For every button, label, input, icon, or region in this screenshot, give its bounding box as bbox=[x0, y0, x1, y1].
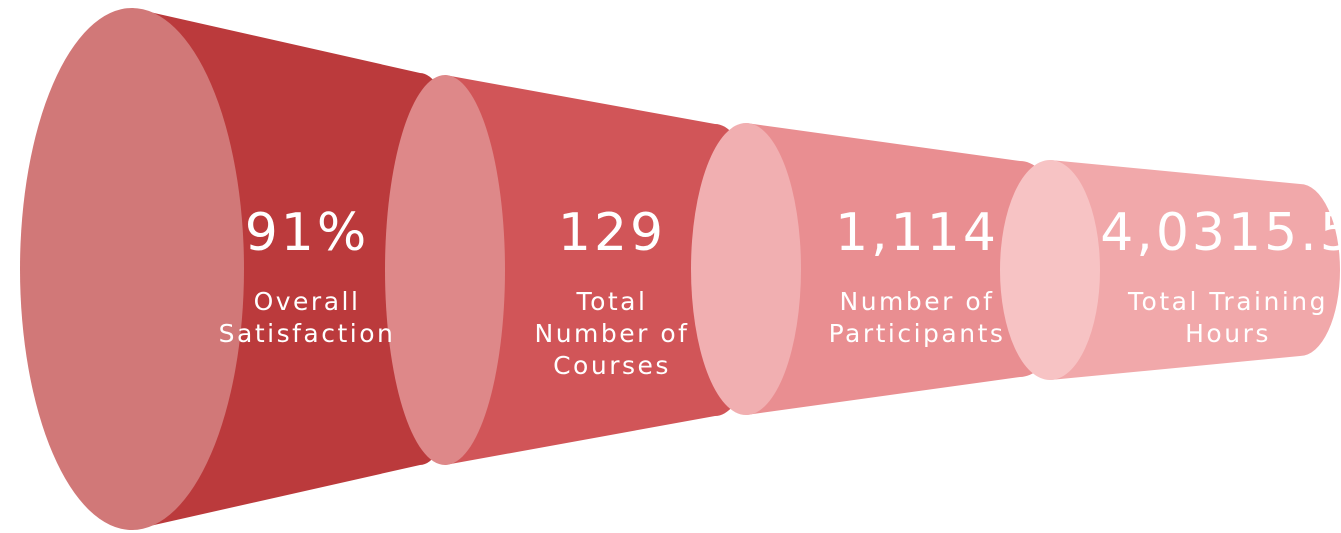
stat-label: Total Training bbox=[1127, 287, 1328, 316]
stat-label: Number of bbox=[535, 319, 690, 348]
segment-body bbox=[445, 75, 765, 465]
stat-value: 1,114 bbox=[835, 203, 999, 263]
stat-label: Overall bbox=[254, 287, 361, 316]
stat-label: Courses bbox=[553, 351, 671, 380]
stat-label: Participants bbox=[829, 319, 1006, 348]
stat-label: Satisfaction bbox=[219, 319, 396, 348]
stat-value: 4,0315.5 bbox=[1100, 203, 1341, 263]
segment-face bbox=[385, 75, 505, 465]
stat-value: 91% bbox=[245, 203, 370, 263]
segment-body bbox=[746, 123, 1070, 415]
segment-face bbox=[20, 8, 244, 530]
stat-label: Hours bbox=[1185, 319, 1271, 348]
segment-face bbox=[691, 123, 801, 415]
segment-body bbox=[1050, 160, 1340, 380]
stat-value: 129 bbox=[558, 203, 666, 263]
stat-label: Total bbox=[576, 287, 648, 316]
segment-face bbox=[1000, 160, 1100, 380]
stat-label: Number of bbox=[840, 287, 995, 316]
